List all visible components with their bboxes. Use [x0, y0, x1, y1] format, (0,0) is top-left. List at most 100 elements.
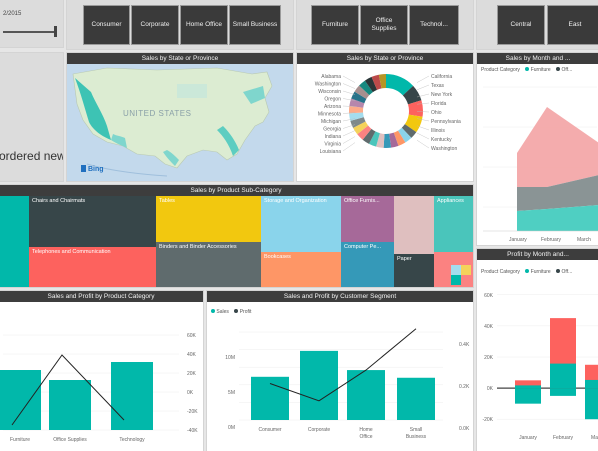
- y-right-tick-label: 0.2K: [459, 384, 470, 390]
- category-combo-chart[interactable]: Furniture Office Supplies Technology 60K 40…: [0, 302, 204, 451]
- donut-label: Georgia: [323, 127, 341, 133]
- category-combo-title: Sales and Profit by Product Category: [0, 291, 203, 302]
- treemap-cell-0[interactable]: [0, 196, 29, 287]
- treemap-small-cell[interactable]: [451, 265, 461, 275]
- segment-combo-title: Sales and Profit by Customer Segment: [207, 291, 473, 302]
- treemap-cell-appliances[interactable]: Appliances: [434, 196, 473, 252]
- profit-line: [11, 354, 125, 426]
- donut-label: Illinois: [431, 128, 445, 134]
- profit-bar-negative[interactable]: [550, 388, 576, 396]
- y-tick-label: 0K: [187, 390, 194, 396]
- month-area-chart[interactable]: January February March: [477, 77, 598, 246]
- y-tick-label: -20K: [187, 409, 198, 415]
- donut-label: Virginia: [324, 142, 341, 148]
- legend-dot-icon: [211, 309, 215, 313]
- donut-label: Washington: [431, 146, 457, 152]
- sales-bar[interactable]: [49, 380, 91, 430]
- y-tick-label: 20K: [484, 355, 494, 361]
- profit-bar-negative[interactable]: [585, 388, 598, 420]
- donut-leader-line: [416, 118, 430, 122]
- treemap-cell-computer-peripherals[interactable]: Computer Pe...: [341, 242, 394, 287]
- segment-small-business-button[interactable]: Small Business: [229, 5, 281, 45]
- treemap-cell-chairs[interactable]: Chairs and Chairmats: [29, 196, 156, 247]
- map-panel[interactable]: Sales by State or Province UNITED STATES…: [66, 52, 294, 182]
- month-area-legend: Product Category Furniture Off...: [481, 67, 572, 73]
- category-slicer: Furniture Office Supplies Technol...: [296, 0, 474, 50]
- y-right-tick-label: 0.0K: [459, 426, 470, 432]
- donut-label: California: [431, 74, 452, 80]
- category-combo-panel[interactable]: Sales and Profit by Product Category Fur…: [0, 290, 204, 451]
- treemap-panel[interactable]: Sales by Product Sub-Category Chairs and…: [0, 184, 474, 288]
- x-tick-label: January: [519, 435, 537, 441]
- month-area-panel[interactable]: Sales by Month and ... Product Category …: [476, 52, 598, 246]
- sales-bar[interactable]: [397, 377, 435, 420]
- treemap-cell-5[interactable]: [394, 196, 434, 254]
- sales-bar[interactable]: [111, 362, 153, 430]
- segment-combo-panel[interactable]: Sales and Profit by Customer Segment Sal…: [206, 290, 474, 451]
- category-office-supplies-button[interactable]: Office Supplies: [360, 5, 408, 45]
- date-slicer-handle[interactable]: [54, 26, 57, 37]
- donut-leader-line: [416, 125, 430, 131]
- donut-leader-line: [416, 102, 430, 105]
- treemap-small-cell[interactable]: [451, 275, 461, 285]
- donut-label: Michigan: [321, 119, 341, 125]
- treemap-cell-paper[interactable]: Paper: [394, 254, 434, 287]
- map-canvas[interactable]: UNITED STATES: [67, 64, 294, 182]
- treemap-cell-tables[interactable]: Tables: [156, 196, 261, 242]
- treemap-small-cell[interactable]: [461, 265, 471, 275]
- legend-dot-icon: [234, 309, 239, 313]
- donut-label: Minnesota: [318, 112, 341, 118]
- donut-leader-line: [342, 130, 356, 137]
- sales-bar[interactable]: [347, 370, 385, 420]
- profit-month-chart[interactable]: January February March 60K 40K 20K 0K -20K: [477, 279, 598, 451]
- treemap-cell-binders[interactable]: Binders and Binder Accessories: [156, 242, 261, 287]
- donut-chart[interactable]: AlabamaWashingtonWisconsinOregonArizonaM…: [297, 64, 474, 182]
- donut-label: Wisconsin: [318, 89, 341, 95]
- month-area-x-label: January: [509, 237, 527, 243]
- donut-leader-line: [342, 112, 356, 114]
- segment-consumer-button[interactable]: Consumer: [83, 5, 130, 45]
- donut-leader-line: [342, 105, 356, 107]
- category-furniture-button[interactable]: Furniture: [311, 5, 359, 45]
- region-central-button[interactable]: Central: [497, 5, 545, 45]
- donut-slice[interactable]: [349, 74, 423, 148]
- legend-dot-icon: [525, 269, 530, 273]
- profit-bar-negative[interactable]: [515, 388, 541, 404]
- donut-slice[interactable]: [349, 74, 423, 148]
- donut-leader-line: [342, 124, 356, 129]
- donut-slice[interactable]: [349, 74, 423, 148]
- date-slicer-track[interactable]: [3, 31, 57, 33]
- treemap-cell-telephones[interactable]: Telephones and Communication: [29, 247, 156, 287]
- treemap-cell-bookcases[interactable]: Bookcases: [261, 252, 341, 287]
- profit-month-legend-0: Furniture: [530, 269, 551, 275]
- profit-month-legend-label: Product Category: [481, 269, 520, 275]
- region-east-button[interactable]: East: [547, 5, 598, 45]
- x-tick-label: Office: [360, 434, 373, 440]
- sales-bar[interactable]: [251, 376, 289, 420]
- treemap-cell-office-furnishings[interactable]: Office Furnis...: [341, 196, 394, 242]
- treemap-cell-storage[interactable]: Storage and Organization: [261, 196, 341, 252]
- profit-bar-positive[interactable]: [515, 380, 541, 389]
- sales-bar[interactable]: [0, 370, 41, 430]
- profit-month-legend: Product Category Furniture Off...: [481, 269, 572, 275]
- profit-month-legend-1: Off...: [561, 269, 573, 275]
- profit-month-title: Profit by Month and...: [477, 249, 598, 260]
- donut-label: Oregon: [324, 97, 341, 103]
- x-tick-label: Corporate: [308, 427, 330, 433]
- segment-corporate-button[interactable]: Corporate: [131, 5, 179, 45]
- segment-home-office-button[interactable]: Home Office: [180, 5, 228, 45]
- month-area-title: Sales by Month and ...: [477, 53, 598, 64]
- date-slicer[interactable]: 2/2015: [0, 0, 64, 48]
- donut-label: Texas: [431, 83, 445, 89]
- category-technology-button[interactable]: Technol...: [409, 5, 459, 45]
- profit-month-panel[interactable]: Profit by Month and... Product Category …: [476, 248, 598, 451]
- profit-bar-segment[interactable]: [550, 363, 576, 389]
- profit-bar-segment[interactable]: [515, 385, 541, 389]
- sales-bar[interactable]: [300, 350, 338, 420]
- donut-leader-line: [416, 84, 430, 90]
- donut-slice[interactable]: [349, 74, 423, 148]
- profit-bar-segment[interactable]: [585, 379, 598, 389]
- donut-panel[interactable]: Sales by State or Province Alabama Washin…: [296, 52, 474, 182]
- donut-label: Kentucky: [431, 137, 452, 143]
